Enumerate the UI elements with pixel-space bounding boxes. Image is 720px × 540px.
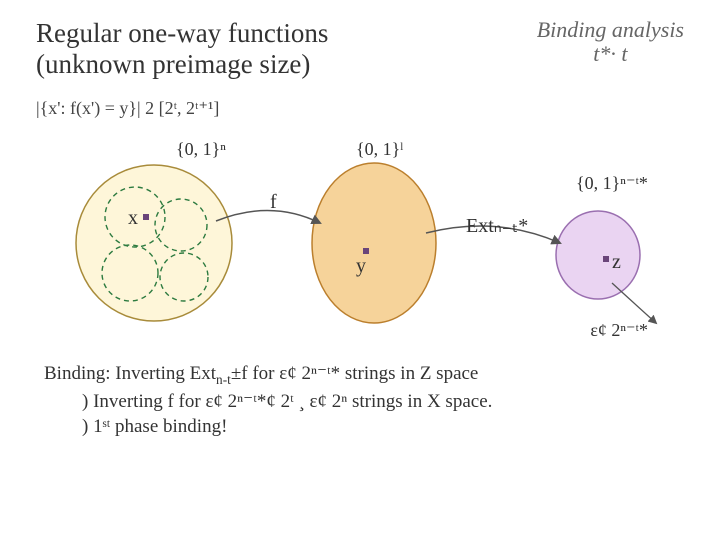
set-x-label: {0, 1}ⁿ [176, 139, 226, 160]
diagram: {0, 1}ⁿ {0, 1}ˡ {0, 1}ⁿ⁻ᵗ* x y z f Extₙ₋… [36, 125, 676, 335]
set-x [76, 165, 232, 321]
edge-f [216, 211, 320, 224]
line1-sub: n-t [216, 372, 231, 387]
preimage-condition: |{x': f(x') = y}| 2 [2ᵗ, 2ᵗ⁺¹] [36, 98, 684, 119]
set-z [556, 211, 640, 299]
point-y [363, 248, 369, 254]
title-right: Binding analysis t*· t [537, 18, 684, 66]
bottom-text: Binding: Inverting Extn-t±f for ε¢ 2ⁿ⁻ᵗ*… [36, 361, 684, 440]
title-line1: Regular one-way functions [36, 18, 328, 49]
binding-line1: Binding: Inverting Extn-t±f for ε¢ 2ⁿ⁻ᵗ*… [44, 363, 478, 384]
title-line2: (unknown preimage size) [36, 49, 328, 80]
title-right-line2: t*· t [537, 42, 684, 66]
point-x [143, 214, 149, 220]
arrow-eps [612, 283, 656, 323]
epsilon-annotation: ε¢ 2ⁿ⁻ᵗ* [590, 320, 648, 341]
line1-post: ±f for ε¢ 2ⁿ⁻ᵗ* strings in Z space [231, 363, 479, 384]
binding-line3: ) 1ˢᵗ phase binding! [44, 414, 684, 440]
title-row: Regular one-way functions (unknown preim… [36, 18, 684, 80]
point-z [603, 256, 609, 262]
title-right-line1: Binding analysis [537, 18, 684, 42]
set-y-label: {0, 1}ˡ [356, 139, 403, 160]
line1-pre: Binding: Inverting Ext [44, 363, 216, 384]
point-z-label: z [612, 251, 621, 274]
set-z-label: {0, 1}ⁿ⁻ᵗ* [576, 173, 648, 194]
point-x-label: x [128, 207, 138, 230]
title-left: Regular one-way functions (unknown preim… [36, 18, 328, 80]
edge-f-label: f [270, 191, 277, 214]
edge-ext-label: Extₙ₋ₜ* [466, 213, 528, 238]
set-y [312, 163, 436, 323]
binding-line2: ) Inverting f for ε¢ 2ⁿ⁻ᵗ*¢ 2ᵗ ¸ ε¢ 2ⁿ s… [44, 389, 684, 415]
slide: Regular one-way functions (unknown preim… [0, 0, 720, 540]
point-y-label: y [356, 255, 366, 278]
